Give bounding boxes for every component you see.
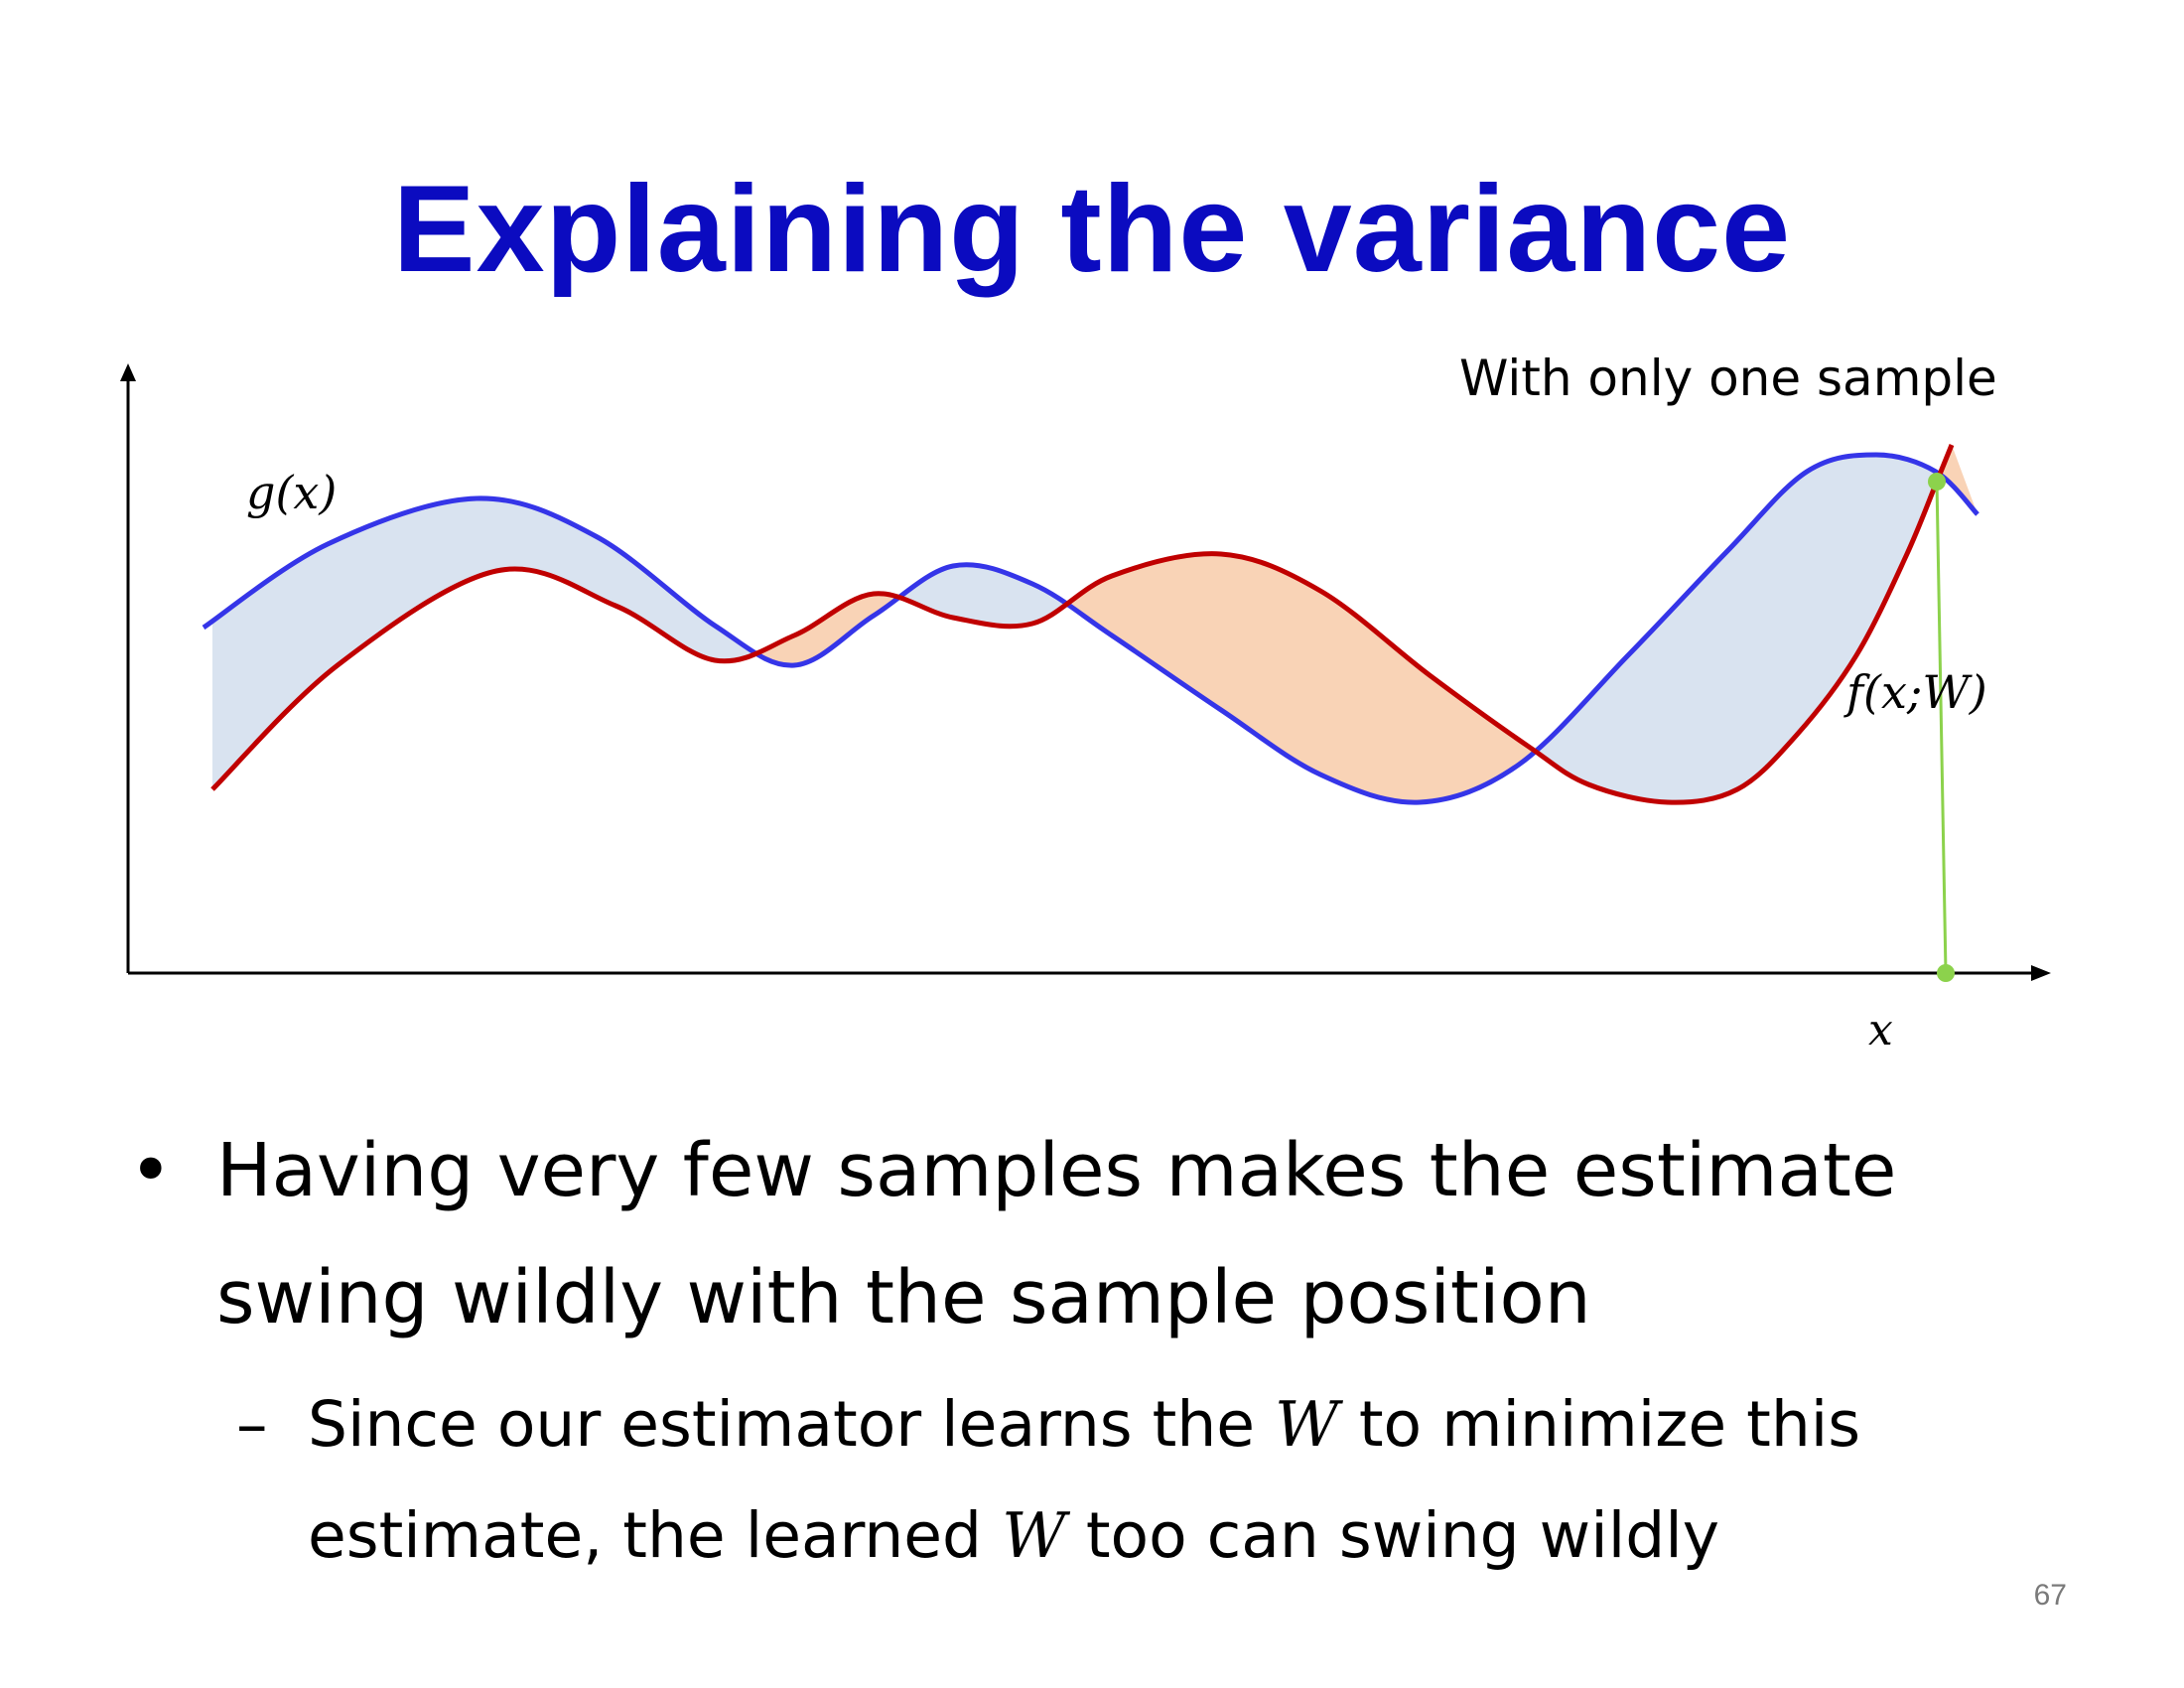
y-axis-arrowhead	[120, 363, 136, 381]
bullet-text: Having very few samples makes the estima…	[216, 1128, 1897, 1340]
g-label: g(x)	[246, 466, 337, 519]
sub-bullet-w-1: W	[1275, 1388, 1339, 1461]
x-axis-arrowhead	[2031, 965, 2051, 981]
sample-line	[1935, 481, 1948, 974]
sub-bullet-text-2: to minimize this estimate, the learned	[308, 1388, 1861, 1572]
sub-bullet-item: – Since our estimator learns the W to mi…	[129, 1369, 2095, 1592]
sub-bullet-text-1: Since our estimator learns the	[308, 1388, 1276, 1461]
bullet-list: • Having very few samples makes the esti…	[129, 1107, 2095, 1592]
g-curve	[202, 452, 1979, 805]
bullet-item: • Having very few samples makes the esti…	[129, 1107, 2095, 1361]
sample-point	[1928, 473, 1946, 491]
f-curve	[210, 444, 1955, 805]
sub-bullet-w-2: W	[1002, 1499, 1066, 1572]
region-g-above-f	[212, 445, 1952, 803]
sub-bullet-marker: –	[236, 1388, 268, 1461]
bullet-marker: •	[129, 1128, 173, 1213]
slide-title: Explaining the variance	[392, 161, 1792, 298]
f-label: f(x;W)	[1843, 665, 1987, 719]
x-axis-label: x	[1868, 1005, 1893, 1055]
sample-x-point	[1937, 964, 1955, 982]
one-sample-annotation: With only one sample	[1459, 350, 1997, 407]
sub-bullet-text-3: too can swing wildly	[1065, 1499, 1719, 1572]
slide-number: 67	[2033, 1579, 2067, 1612]
